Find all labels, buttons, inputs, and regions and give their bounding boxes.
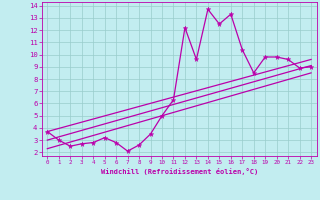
X-axis label: Windchill (Refroidissement éolien,°C): Windchill (Refroidissement éolien,°C) [100, 168, 258, 175]
